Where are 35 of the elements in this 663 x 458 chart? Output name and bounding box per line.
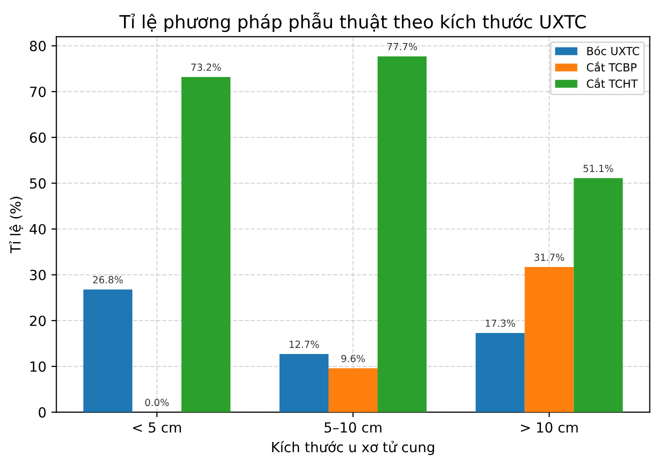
data-label: 77.7%	[387, 42, 417, 50]
legend-label: Cắt TCHT	[586, 78, 638, 88]
bar	[524, 267, 574, 412]
bar	[378, 56, 427, 412]
x-tick-label: 5–10 cm	[324, 422, 382, 433]
legend-label: Cắt TCBP	[586, 62, 637, 72]
y-tick-label: 40	[30, 224, 46, 234]
chart-title: Tỉ lệ phương pháp phẫu thuật theo kích thước UXTC	[119, 12, 586, 32]
x-axis-title: Kích thước u xơ tử cung	[272, 440, 434, 456]
x-tick-label: < 5 cm	[133, 422, 181, 433]
data-label: 51.1%	[584, 164, 614, 172]
bar	[181, 76, 230, 412]
bar	[279, 354, 329, 412]
data-label: 31.7%	[534, 254, 564, 261]
y-tick-label: 60	[30, 132, 46, 143]
data-label: 73.2%	[191, 64, 221, 71]
data-label: 17.3%	[486, 320, 516, 327]
y-tick-label: 0	[38, 407, 46, 418]
y-tick-label: 50	[30, 178, 46, 189]
y-tick-label: 20	[30, 316, 46, 326]
y-axis-title: Tỉ lệ (%)	[9, 196, 24, 254]
data-label: 0.0%	[145, 398, 169, 406]
bar	[83, 289, 132, 412]
bar	[476, 332, 525, 412]
bar	[328, 368, 378, 412]
data-label: 12.7%	[290, 340, 319, 348]
y-tick-label: 80	[30, 40, 46, 52]
y-tick-label: 70	[30, 86, 46, 98]
y-tick-label: 10	[30, 361, 46, 372]
bar	[574, 178, 623, 412]
x-tick-label: > 10 cm	[521, 422, 578, 433]
data-label: 26.8%	[93, 276, 123, 284]
y-tick-label: 30	[30, 270, 46, 280]
legend-label: Bóc UXTC	[587, 46, 640, 56]
data-label: 9.6%	[341, 354, 365, 362]
